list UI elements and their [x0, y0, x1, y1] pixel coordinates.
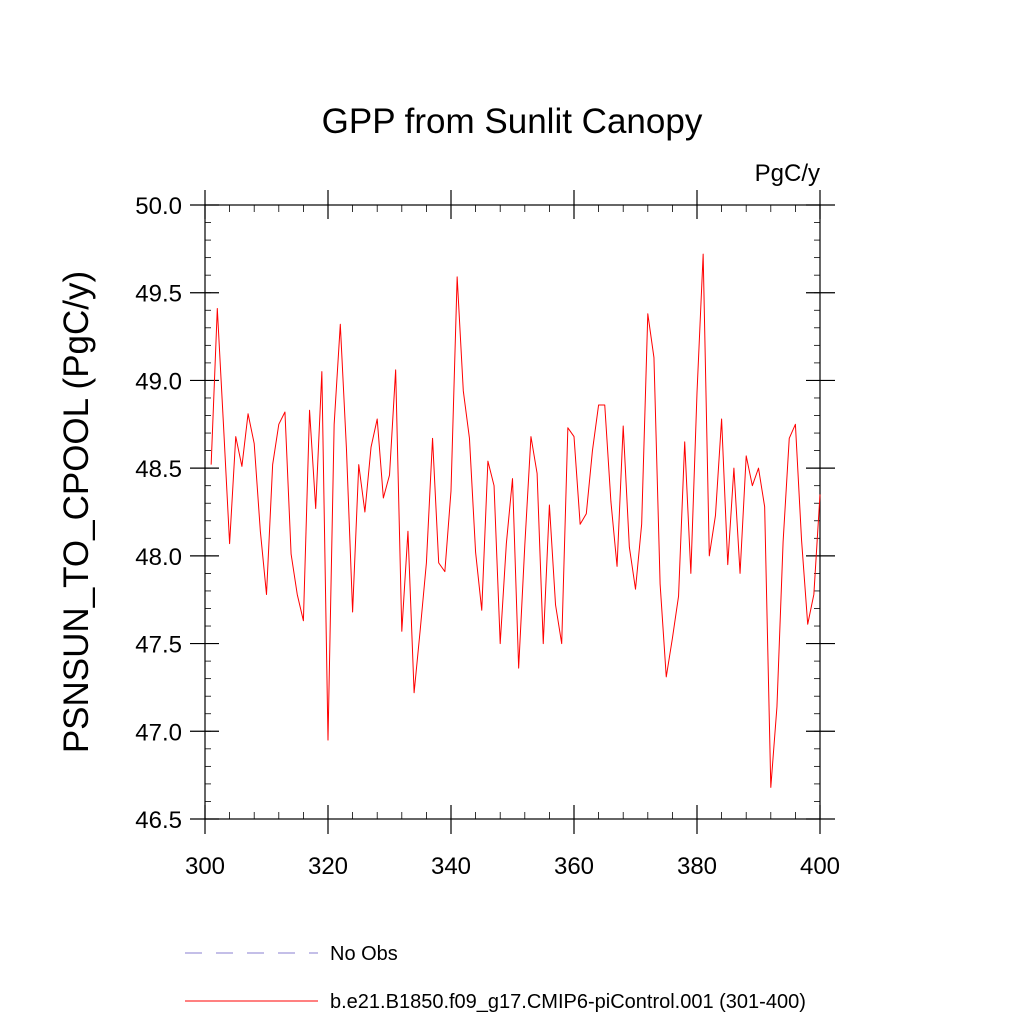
y-tick-label: 48.0 [135, 544, 182, 571]
x-tick-label: 360 [554, 853, 594, 880]
y-tick-label: 49.0 [135, 368, 182, 395]
legend: No Obs b.e21.B1850.f09_g17.CMIP6-piContr… [185, 943, 806, 1013]
legend-label-no-obs: No Obs [330, 943, 398, 965]
data-points [210, 253, 822, 789]
series-line [210, 253, 821, 788]
x-minor-ticks [204, 205, 821, 819]
tick-labels: 46.5 47.0 47.5 48.0 48.5 49.0 49.5 50.0 300 320 34… [135, 193, 840, 880]
y-tick-label: 48.5 [135, 456, 182, 483]
y-minor-ticks [205, 204, 820, 820]
x-tick-label: 400 [800, 853, 840, 880]
chart-title: GPP from Sunlit Canopy [322, 102, 703, 141]
major-ticks [190, 190, 835, 834]
x-tick-label: 380 [677, 853, 717, 880]
x-tick-label: 320 [308, 853, 348, 880]
y-tick-label: 50.0 [135, 193, 182, 220]
x-tick-label: 340 [431, 853, 471, 880]
y-tick-label: 47.5 [135, 632, 182, 659]
plot-frame [204, 204, 821, 820]
y-tick-label: 49.5 [135, 281, 182, 308]
y-tick-label: 46.5 [135, 807, 182, 834]
y-tick-label: 47.0 [135, 719, 182, 746]
legend-label-control-run: b.e21.B1850.f09_g17.CMIP6-piControl.001 … [330, 991, 806, 1013]
y-axis-label: PSNSUN_TO_CPOOL (PgC/y) [57, 271, 96, 753]
units-label: PgC/y [755, 160, 820, 187]
x-tick-label: 300 [185, 853, 225, 880]
